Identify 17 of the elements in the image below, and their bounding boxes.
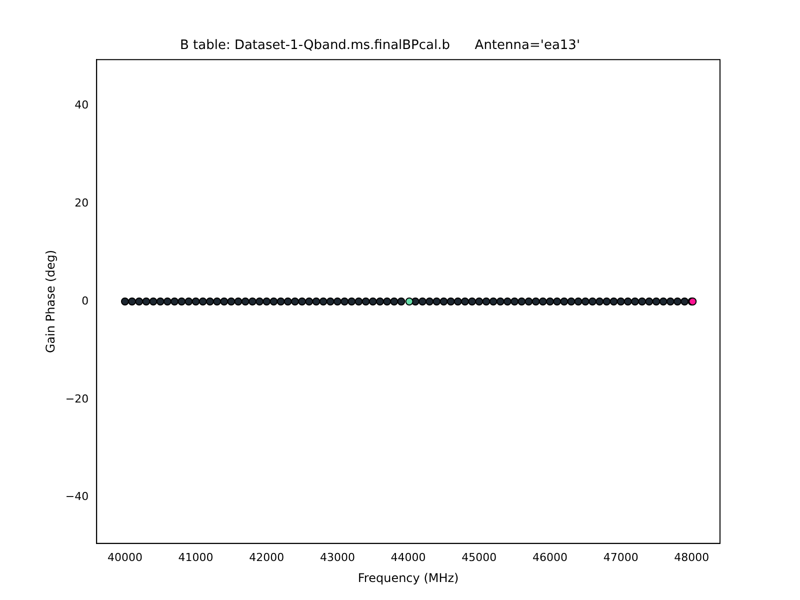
y-tick-label: −20 — [65, 392, 89, 406]
y-tick-label: 40 — [74, 98, 89, 112]
x-tick-label: 47000 — [603, 550, 638, 564]
x-tick-label: 42000 — [249, 550, 284, 564]
y-tick-label: 20 — [74, 196, 89, 210]
y-tick-label: 0 — [82, 294, 89, 308]
x-tick-label: 46000 — [532, 550, 568, 564]
x-tick-label: 40000 — [107, 550, 142, 564]
x-tick-label: 41000 — [178, 550, 214, 564]
x-axis-title: Frequency (MHz) — [358, 570, 459, 585]
x-tick-label: 43000 — [320, 550, 355, 564]
x-tick-label: 48000 — [674, 550, 710, 564]
x-tick-label: 44000 — [390, 550, 426, 564]
chart-title: B table: Dataset-1-Qband.ms.finalBPcal.b Antenna='ea13' — [180, 38, 580, 54]
y-tick-label: −40 — [65, 490, 89, 504]
y-axis-title: Gain Phase (deg) — [43, 250, 58, 354]
x-tick-label: 45000 — [462, 550, 497, 564]
